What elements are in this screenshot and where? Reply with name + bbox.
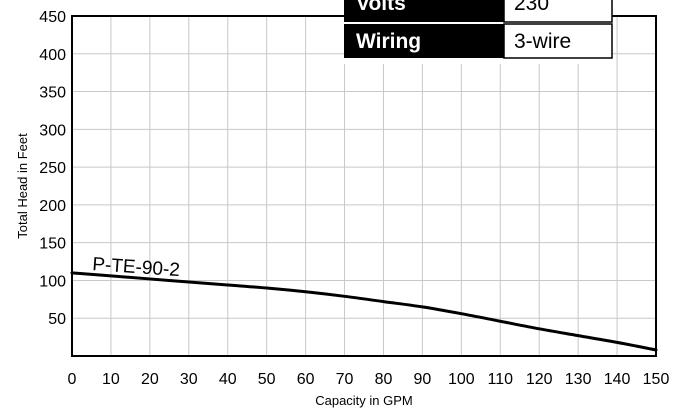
x-axis-label: Capacity in GPM (315, 393, 413, 408)
x-tick-label: 70 (336, 371, 354, 388)
x-tick-label: 30 (180, 371, 198, 388)
x-tick-label: 90 (414, 371, 432, 388)
x-axis-ticks: 0 10 20 30 40 50 60 70 80 90 100 110 120 130 140 150 (68, 371, 670, 388)
x-tick-label: 20 (141, 371, 159, 388)
chart-grid (72, 16, 656, 356)
y-tick-label: 100 (39, 273, 66, 290)
x-tick-label: 40 (219, 371, 237, 388)
x-tick-label: 50 (258, 371, 276, 388)
y-tick-label: 450 (39, 9, 66, 26)
y-tick-label: 150 (39, 236, 66, 253)
spec-value-cell-wiring (503, 23, 613, 59)
y-axis-ticks: 50 100 150 200 250 300 350 400 450 (39, 9, 66, 328)
y-tick-label: 250 (39, 160, 66, 177)
spec-value-wiring: 3-wire (514, 30, 571, 53)
spec-key-cell-wiring (344, 24, 504, 58)
x-tick-label: 100 (448, 371, 475, 388)
y-tick-label: 400 (39, 47, 66, 64)
spec-key-cell-volts (344, 0, 504, 22)
y-axis-label: Total Head in Feet (15, 133, 30, 239)
series-line-p-te-90-2 (70, 271, 658, 352)
x-tick-label: 60 (297, 371, 315, 388)
y-tick-label: 300 (39, 122, 66, 139)
spec-table: Volts 230 Wiring 3-wire (344, 0, 613, 64)
x-tick-label: 110 (488, 371, 514, 388)
y-tick-label: 200 (39, 198, 66, 215)
y-tick-label: 350 (39, 85, 66, 102)
x-tick-label: 140 (604, 371, 631, 388)
spec-value-volts: 230 (514, 0, 549, 15)
x-tick-label: 120 (526, 371, 553, 388)
x-tick-label: 130 (565, 371, 592, 388)
plot-frame (71, 15, 657, 357)
x-tick-label: 0 (68, 371, 77, 388)
x-tick-label: 150 (643, 371, 670, 388)
y-tick-label: 50 (48, 311, 66, 328)
spec-key-wiring: Wiring (356, 30, 421, 53)
spec-value-cell-volts (503, 0, 613, 23)
x-tick-label: 80 (375, 371, 393, 388)
x-tick-label: 10 (102, 371, 120, 388)
spec-key-volts: Volts (356, 0, 406, 15)
series-label: P-TE-90-2 (92, 254, 181, 281)
